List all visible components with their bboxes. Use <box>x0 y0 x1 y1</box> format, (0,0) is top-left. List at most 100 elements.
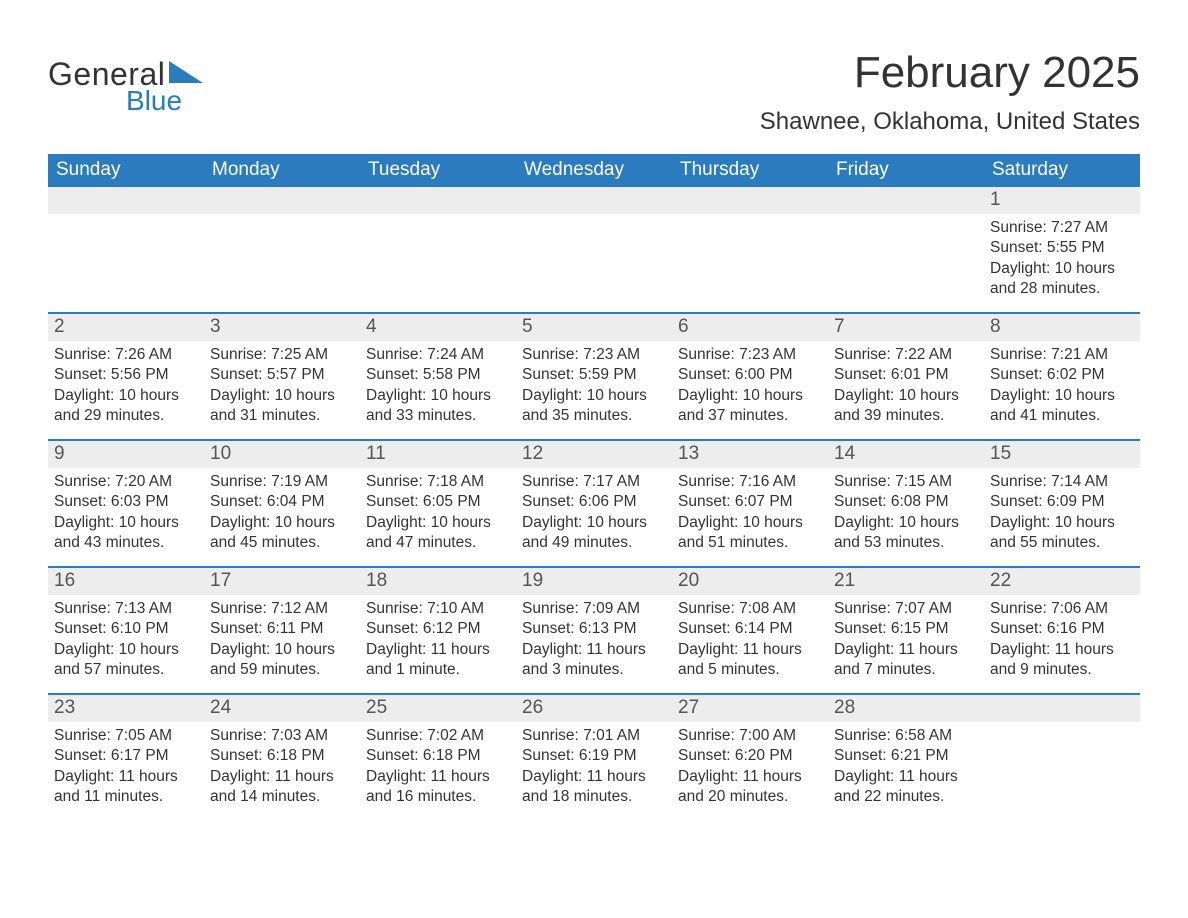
day-cell: Sunrise: 7:24 AMSunset: 5:58 PMDaylight:… <box>360 341 516 439</box>
day-cell <box>48 214 204 312</box>
daylight-text: Daylight: 11 hours and 1 minute. <box>366 640 510 681</box>
day-number: 27 <box>672 695 828 722</box>
daylight-text: Daylight: 10 hours and 33 minutes. <box>366 386 510 427</box>
daylight-text: Daylight: 10 hours and 47 minutes. <box>366 513 510 554</box>
daylight-text: Daylight: 10 hours and 57 minutes. <box>54 640 198 681</box>
daylight-text: Daylight: 11 hours and 3 minutes. <box>522 640 666 681</box>
sunrise-text: Sunrise: 7:00 AM <box>678 726 822 746</box>
day-number: 13 <box>672 441 828 468</box>
day-cell: Sunrise: 7:16 AMSunset: 6:07 PMDaylight:… <box>672 468 828 566</box>
day-number: 21 <box>828 568 984 595</box>
day-number: 7 <box>828 314 984 341</box>
calendar-week: 16171819202122Sunrise: 7:13 AMSunset: 6:… <box>48 566 1140 693</box>
sunrise-text: Sunrise: 7:07 AM <box>834 599 978 619</box>
sunrise-text: Sunrise: 7:22 AM <box>834 345 978 365</box>
day-cell: Sunrise: 6:58 AMSunset: 6:21 PMDaylight:… <box>828 722 984 820</box>
title-block: February 2025 Shawnee, Oklahoma, United … <box>760 48 1140 136</box>
daylight-text: Daylight: 10 hours and 49 minutes. <box>522 513 666 554</box>
day-cell: Sunrise: 7:20 AMSunset: 6:03 PMDaylight:… <box>48 468 204 566</box>
day-cell: Sunrise: 7:05 AMSunset: 6:17 PMDaylight:… <box>48 722 204 820</box>
day-cell: Sunrise: 7:25 AMSunset: 5:57 PMDaylight:… <box>204 341 360 439</box>
daylight-text: Daylight: 11 hours and 22 minutes. <box>834 767 978 808</box>
day-number <box>360 187 516 214</box>
day-cell: Sunrise: 7:19 AMSunset: 6:04 PMDaylight:… <box>204 468 360 566</box>
day-cell: Sunrise: 7:27 AMSunset: 5:55 PMDaylight:… <box>984 214 1140 312</box>
sunrise-text: Sunrise: 7:14 AM <box>990 472 1134 492</box>
day-number-row: 2345678 <box>48 314 1140 341</box>
weekday-header: Sunday <box>48 154 204 187</box>
brand-word2: Blue <box>126 85 182 117</box>
daylight-text: Daylight: 10 hours and 41 minutes. <box>990 386 1134 427</box>
sunrise-text: Sunrise: 7:05 AM <box>54 726 198 746</box>
day-cell: Sunrise: 7:15 AMSunset: 6:08 PMDaylight:… <box>828 468 984 566</box>
daylight-text: Daylight: 11 hours and 16 minutes. <box>366 767 510 808</box>
daylight-text: Daylight: 10 hours and 29 minutes. <box>54 386 198 427</box>
sunset-text: Sunset: 6:00 PM <box>678 365 822 385</box>
sunset-text: Sunset: 6:14 PM <box>678 619 822 639</box>
sunset-text: Sunset: 6:20 PM <box>678 746 822 766</box>
sunset-text: Sunset: 6:02 PM <box>990 365 1134 385</box>
sunrise-text: Sunrise: 7:03 AM <box>210 726 354 746</box>
day-cell: Sunrise: 7:26 AMSunset: 5:56 PMDaylight:… <box>48 341 204 439</box>
day-cell: Sunrise: 7:08 AMSunset: 6:14 PMDaylight:… <box>672 595 828 693</box>
day-number: 1 <box>984 187 1140 214</box>
day-number: 3 <box>204 314 360 341</box>
day-number <box>828 187 984 214</box>
sunset-text: Sunset: 6:05 PM <box>366 492 510 512</box>
day-number: 26 <box>516 695 672 722</box>
daylight-text: Daylight: 10 hours and 51 minutes. <box>678 513 822 554</box>
calendar-page: General Blue February 2025 Shawnee, Okla… <box>0 0 1188 860</box>
day-number: 15 <box>984 441 1140 468</box>
sunrise-text: Sunrise: 7:10 AM <box>366 599 510 619</box>
day-cell: Sunrise: 7:23 AMSunset: 6:00 PMDaylight:… <box>672 341 828 439</box>
weekday-header-row: SundayMondayTuesdayWednesdayThursdayFrid… <box>48 154 1140 187</box>
header-row: General Blue February 2025 Shawnee, Okla… <box>48 48 1140 136</box>
calendar-week: 9101112131415Sunrise: 7:20 AMSunset: 6:0… <box>48 439 1140 566</box>
sunset-text: Sunset: 6:16 PM <box>990 619 1134 639</box>
sunrise-text: Sunrise: 7:27 AM <box>990 218 1134 238</box>
day-number: 18 <box>360 568 516 595</box>
day-number: 2 <box>48 314 204 341</box>
daylight-text: Daylight: 10 hours and 37 minutes. <box>678 386 822 427</box>
day-cell: Sunrise: 7:03 AMSunset: 6:18 PMDaylight:… <box>204 722 360 820</box>
sunrise-text: Sunrise: 7:17 AM <box>522 472 666 492</box>
day-number <box>204 187 360 214</box>
daylight-text: Daylight: 10 hours and 28 minutes. <box>990 259 1134 300</box>
sunset-text: Sunset: 6:18 PM <box>366 746 510 766</box>
weekday-header: Saturday <box>984 154 1140 187</box>
daylight-text: Daylight: 11 hours and 5 minutes. <box>678 640 822 681</box>
day-cell: Sunrise: 7:10 AMSunset: 6:12 PMDaylight:… <box>360 595 516 693</box>
daylight-text: Daylight: 11 hours and 14 minutes. <box>210 767 354 808</box>
day-cell: Sunrise: 7:00 AMSunset: 6:20 PMDaylight:… <box>672 722 828 820</box>
daylight-text: Daylight: 10 hours and 55 minutes. <box>990 513 1134 554</box>
day-number: 10 <box>204 441 360 468</box>
day-cell: Sunrise: 7:07 AMSunset: 6:15 PMDaylight:… <box>828 595 984 693</box>
day-cell: Sunrise: 7:14 AMSunset: 6:09 PMDaylight:… <box>984 468 1140 566</box>
weeks-container: 1Sunrise: 7:27 AMSunset: 5:55 PMDaylight… <box>48 187 1140 820</box>
day-cell: Sunrise: 7:22 AMSunset: 6:01 PMDaylight:… <box>828 341 984 439</box>
sunset-text: Sunset: 6:06 PM <box>522 492 666 512</box>
brand-logo: General Blue <box>48 48 203 117</box>
sunset-text: Sunset: 6:09 PM <box>990 492 1134 512</box>
daylight-text: Daylight: 10 hours and 43 minutes. <box>54 513 198 554</box>
day-cell: Sunrise: 7:01 AMSunset: 6:19 PMDaylight:… <box>516 722 672 820</box>
month-title: February 2025 <box>760 48 1140 98</box>
sunrise-text: Sunrise: 7:25 AM <box>210 345 354 365</box>
day-content-row: Sunrise: 7:05 AMSunset: 6:17 PMDaylight:… <box>48 722 1140 820</box>
sunrise-text: Sunrise: 6:58 AM <box>834 726 978 746</box>
day-number-row: 232425262728 <box>48 695 1140 722</box>
sunset-text: Sunset: 6:12 PM <box>366 619 510 639</box>
day-number <box>48 187 204 214</box>
sunrise-text: Sunrise: 7:01 AM <box>522 726 666 746</box>
day-cell: Sunrise: 7:21 AMSunset: 6:02 PMDaylight:… <box>984 341 1140 439</box>
sunset-text: Sunset: 5:58 PM <box>366 365 510 385</box>
day-cell: Sunrise: 7:18 AMSunset: 6:05 PMDaylight:… <box>360 468 516 566</box>
weekday-header: Friday <box>828 154 984 187</box>
day-cell: Sunrise: 7:23 AMSunset: 5:59 PMDaylight:… <box>516 341 672 439</box>
sunset-text: Sunset: 6:07 PM <box>678 492 822 512</box>
sunrise-text: Sunrise: 7:16 AM <box>678 472 822 492</box>
day-content-row: Sunrise: 7:13 AMSunset: 6:10 PMDaylight:… <box>48 595 1140 693</box>
sunrise-text: Sunrise: 7:21 AM <box>990 345 1134 365</box>
sunrise-text: Sunrise: 7:15 AM <box>834 472 978 492</box>
day-number <box>672 187 828 214</box>
